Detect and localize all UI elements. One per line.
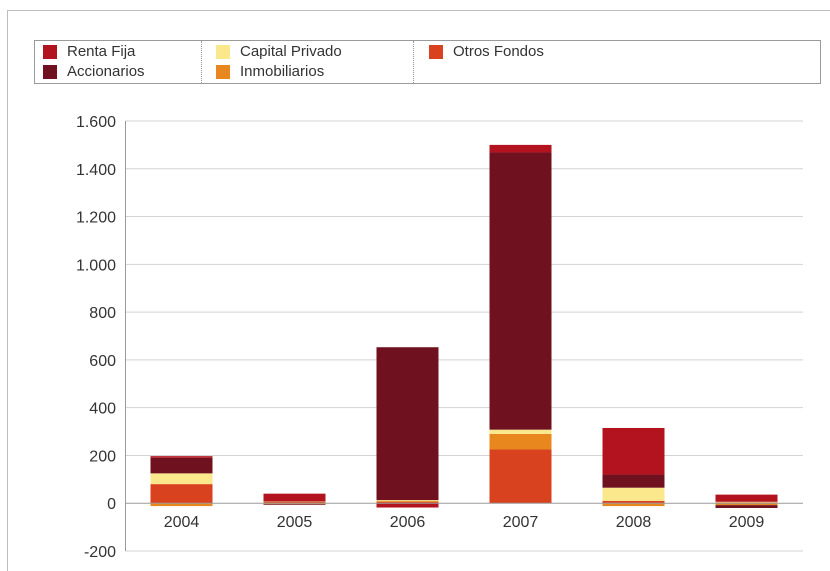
bar-capital-privado-2009 [715,501,778,503]
y-tick-label: 1.000 [76,257,116,274]
bar-inmobiliarios-2006 [376,501,439,503]
legend-label-inmobiliarios: Inmobiliarios [240,63,325,80]
bar-otros-fondos-2006 [376,502,439,504]
bar-accionarios-2008 [602,474,665,488]
bar-inmobiliarios-2008 [602,503,665,507]
y-tick-label: 200 [89,448,116,465]
x-tick-label: 2006 [390,514,426,531]
y-tick-label: -200 [84,544,116,561]
bar-accionarios-2006 [376,347,439,501]
y-tick-label: 800 [89,305,116,322]
bar-inmobiliarios-2009 [715,503,778,506]
x-tick-label: 2009 [729,514,765,531]
bar-accionarios-2004 [150,457,213,474]
legend-swatch-capital-privado [216,45,230,59]
legend-swatch-renta-fija [43,45,57,59]
bar-inmobiliarios-2007 [489,433,552,450]
bar-otros-fondos-2008 [602,500,665,504]
bar-accionarios-2005 [263,504,326,505]
legend-label-capital-privado: Capital Privado [240,43,342,60]
bar-renta-fija-2009 [715,494,778,502]
x-tick-label: 2005 [277,514,313,531]
y-tick-label: 400 [89,401,116,418]
legend-swatch-accionarios [43,65,57,79]
bar-renta-fija-2007 [489,144,552,153]
y-tick-label: 600 [89,353,116,370]
legend-swatch-otros-fondos [429,45,443,59]
x-tick-label: 2008 [616,514,652,531]
legend-label-renta-fija: Renta Fija [67,43,136,60]
bar-accionarios-2007 [489,152,552,430]
legend-label-accionarios: Accionarios [67,63,145,80]
bar-otros-fondos-2007 [489,449,552,504]
legend: Renta Fija Accionarios Capital Privado I… [34,40,821,84]
bar-renta-fija-2008 [602,427,665,475]
bar-renta-fija-2005 [263,493,326,502]
y-tick-label: 1.400 [76,162,116,179]
legend-divider [413,41,414,83]
legend-divider [201,41,202,83]
bar-otros-fondos-2004 [150,484,213,504]
y-tick-label: 1.600 [76,114,116,131]
x-tick-label: 2004 [164,514,200,531]
legend-label-otros-fondos: Otros Fondos [453,43,544,60]
bar-otros-fondos-2005 [263,502,326,504]
bar-capital-privado-2004 [150,473,213,485]
bar-renta-fija-2004 [150,456,213,458]
bar-capital-privado-2007 [489,429,552,434]
bar-accionarios-2009 [715,505,778,508]
legend-swatch-inmobiliarios [216,65,230,79]
bar-capital-privado-2006 [376,500,439,502]
y-tick-label: 1.200 [76,210,116,227]
chart-frame [7,10,830,571]
bar-capital-privado-2008 [602,487,665,501]
y-tick-label: 0 [107,496,116,513]
x-tick-label: 2007 [503,514,539,531]
bar-inmobiliarios-2004 [150,503,213,507]
bar-capital-privado-2005 [263,501,326,503]
bar-renta-fija-2006 [376,503,439,508]
